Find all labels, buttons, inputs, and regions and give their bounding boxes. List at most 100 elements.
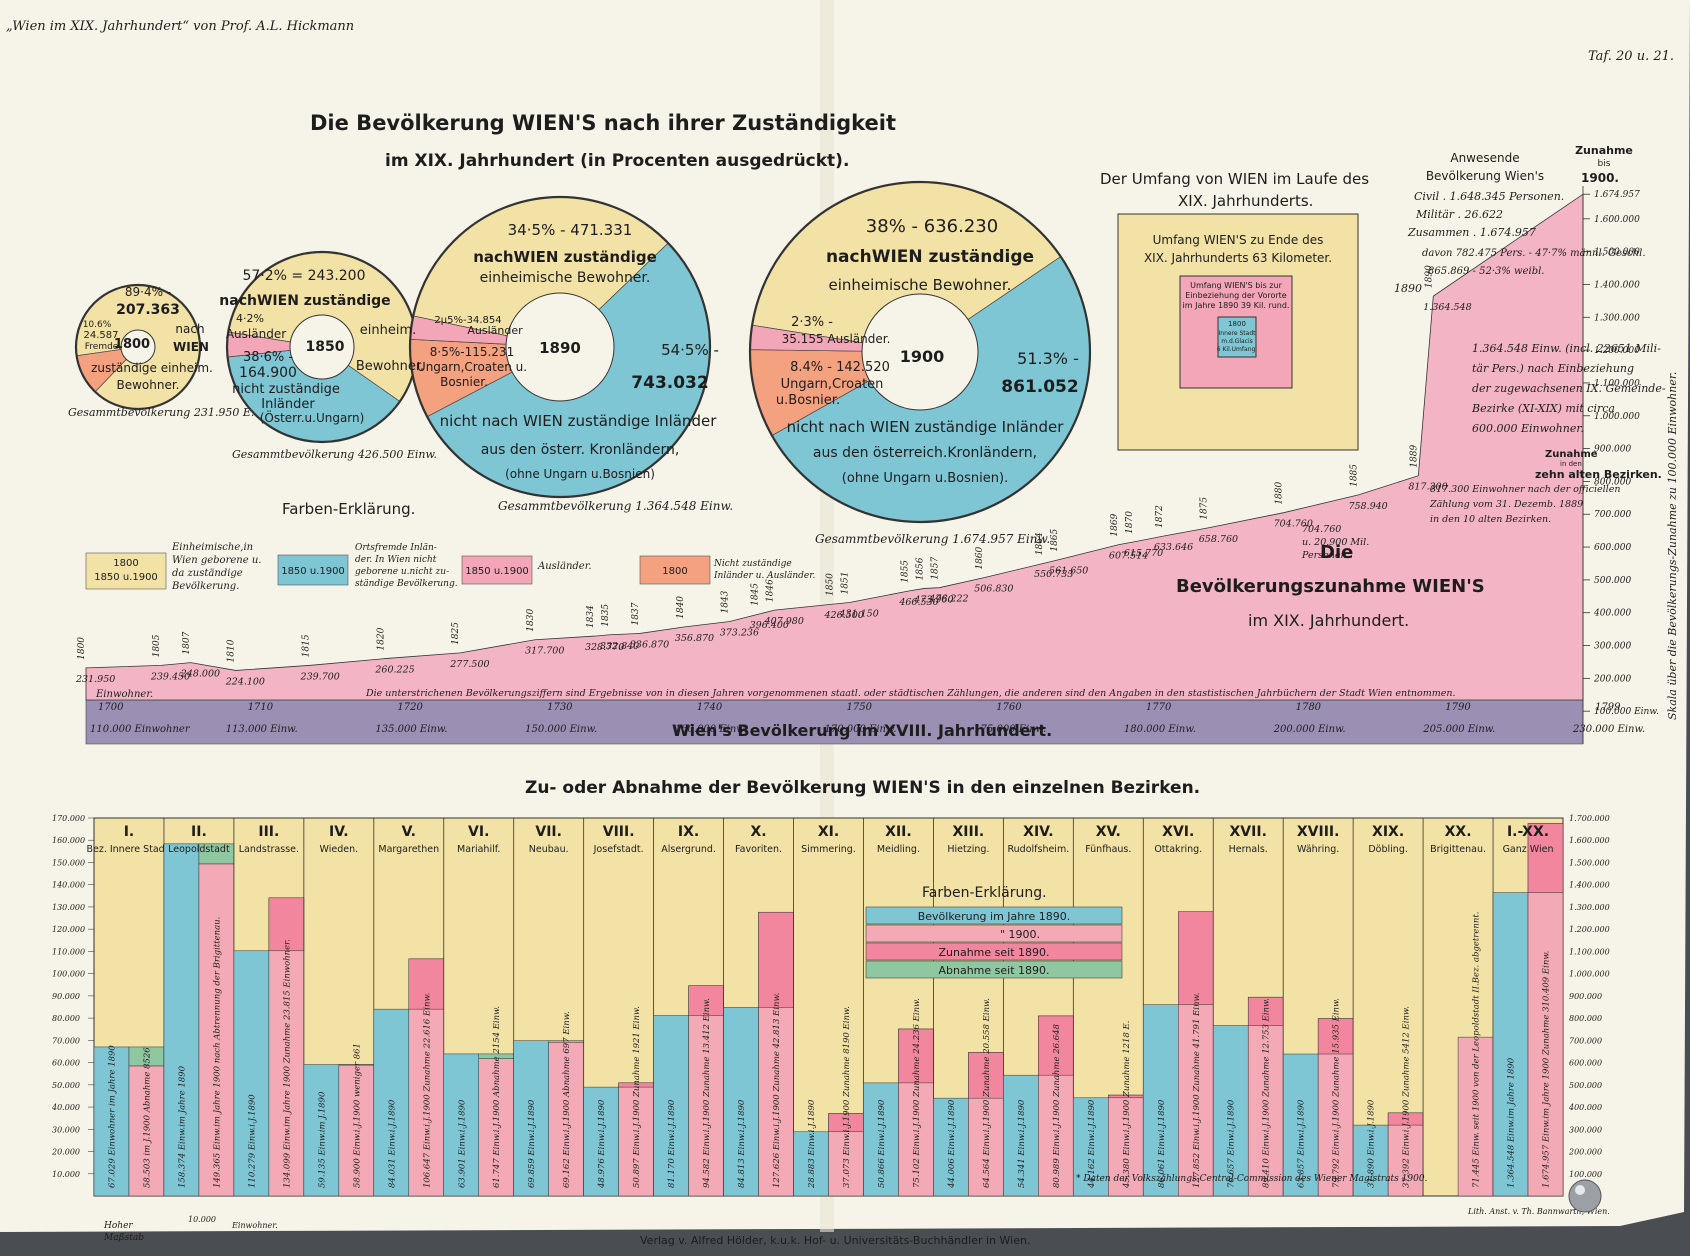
legend-swatch-auslaender bbox=[461, 555, 533, 585]
district-name: Alsergrund. bbox=[661, 844, 716, 855]
bar-right-tick: 1.700.000 bbox=[1569, 814, 1610, 823]
district-name: Josefstadt. bbox=[593, 844, 644, 855]
legend-box-text: 1850 u.1900 bbox=[465, 566, 529, 577]
scale-tick-label: 800.000 bbox=[1594, 477, 1631, 487]
bar-left-tick: 80.000 bbox=[52, 1014, 80, 1023]
bar-1900 bbox=[1457, 1036, 1494, 1197]
century18-year: 1740 bbox=[697, 702, 723, 713]
pie-1800-label: zuständige einheim. bbox=[91, 361, 213, 375]
scale-tick-label: 100.000 Einw. bbox=[1594, 707, 1659, 717]
growth-year-label: 1840 bbox=[676, 596, 686, 619]
stats-row: Zusammen . 1.674.957 bbox=[1407, 226, 1536, 239]
century18-title: Wien's Bevölkerung im XVIII. Jahrhundert… bbox=[672, 721, 1052, 740]
district-1900-text: 89.410 Einw.i.J.1900 Zunahme 12.753 Einw… bbox=[1262, 998, 1272, 1188]
pushpin-highlight bbox=[1575, 1185, 1585, 1195]
pie-1850-label: Ausländer bbox=[226, 327, 286, 341]
growth-value-label: 407.980 bbox=[764, 616, 804, 627]
growth-year-label: 1880 bbox=[1275, 481, 1285, 504]
source-note: * Daten der Volkszählungs-Central-Commis… bbox=[1076, 1174, 1428, 1184]
bar-zunahme bbox=[1317, 1018, 1354, 1055]
growth-value-label: 231.950 bbox=[75, 674, 115, 685]
century18-value: 175.000 Einw. bbox=[974, 724, 1046, 735]
district-name: Meidling. bbox=[877, 844, 920, 855]
pie-1890-label: einheimische Bewohner. bbox=[480, 270, 651, 286]
century18-year: 1790 bbox=[1445, 702, 1471, 713]
district-1900-text: 50.897 Einw.i.J.1900 Zunahme 1921 Einw. bbox=[632, 1006, 642, 1188]
note-1889: in den 10 alten Bezirken. bbox=[1430, 514, 1551, 525]
district-1900-text: 127.626 Einw.i.J.1900 Zunahme 42.813 Ein… bbox=[772, 993, 782, 1188]
district-number: XII. bbox=[885, 824, 912, 840]
bar-right-tick: 400.000 bbox=[1568, 1103, 1602, 1112]
century18-value: 230.000 Einw. bbox=[1572, 724, 1645, 735]
district-1900-text: 45.380 Einw.i.J.1900 Zunahme 1218 E. bbox=[1122, 1021, 1132, 1189]
growth-value-label: 248.000 bbox=[180, 669, 220, 680]
pie-1850-label: Bewohner. bbox=[356, 359, 424, 374]
pie-hole bbox=[120, 329, 156, 365]
century18-year: 1720 bbox=[397, 702, 423, 713]
growth-year-label: 1865 bbox=[1050, 528, 1060, 551]
pie-1850-label: einheim. bbox=[360, 323, 417, 338]
bar-1890 bbox=[163, 843, 200, 1197]
stats-row: davon 782.475 Pers. - 47·7% männl. Gesch… bbox=[1422, 248, 1646, 259]
pie-1800-label: 89·4% - bbox=[125, 285, 171, 299]
extent-title-line2: XIX. Jahrhunderts. bbox=[1178, 192, 1313, 210]
growth-value-label: 615.770 bbox=[1124, 548, 1163, 559]
district-name: Währing. bbox=[1297, 844, 1339, 855]
bar-left-tick: 150.000 bbox=[52, 858, 85, 867]
growth-year-label: 1820 bbox=[376, 627, 386, 650]
pie-hole bbox=[861, 293, 979, 411]
pie-1890-label: aus den österr. Kronländern, bbox=[481, 442, 680, 458]
pie-chart-1900 bbox=[748, 180, 1092, 524]
century18-value: 113.000 Einw. bbox=[226, 724, 298, 735]
growth-year-label: 1860 bbox=[975, 546, 985, 569]
pie-1850-year: 1850 bbox=[306, 339, 345, 355]
district-1890-text: 84.031 Einw.i.J.1890 bbox=[387, 1099, 397, 1188]
pie-1900-labels: 1900 38% - 636.230 nachWIEN zuständige e… bbox=[776, 216, 1079, 546]
district-1900-text: 127.852 Einw.i.J.1900 Zunahme 41.791 Ein… bbox=[1192, 993, 1202, 1188]
pie-1900-label: (ohne Ungarn u.Bosnien). bbox=[842, 471, 1008, 486]
bottom-legend-swatch-zunahme bbox=[865, 942, 1123, 961]
pie-1800-label: Bewohner. bbox=[116, 378, 179, 392]
legend-text: der. In Wien nicht bbox=[355, 555, 437, 565]
extent-outer-text: XIX. Jahrhunderts 63 Kilometer. bbox=[1144, 251, 1332, 265]
district-1890-text: 86.061 Einw.i.J.1890 bbox=[1157, 1099, 1167, 1188]
pie-1800-label: 24.587 bbox=[84, 330, 119, 341]
scale-tick-label: 1.100.000 bbox=[1594, 379, 1640, 389]
pie-1890-label: 54·5% - bbox=[661, 341, 719, 359]
district-1890-text: 158.374 Einw.im Jahre 1890 bbox=[177, 1065, 187, 1188]
bar-zunahme bbox=[1247, 996, 1284, 1026]
bar-1890 bbox=[443, 1053, 479, 1197]
district-number: VIII. bbox=[603, 824, 635, 840]
growth-year-label: 1870 bbox=[1125, 511, 1135, 534]
scale-tick-label: 1.674.957 bbox=[1594, 190, 1640, 200]
pie-1900-label: u.Bosnier. bbox=[776, 393, 840, 408]
bar-left-tick: 140.000 bbox=[52, 881, 85, 890]
growth-year-label: 1872 bbox=[1155, 505, 1165, 528]
pie-1850-label: 57·2% = 243.200 bbox=[243, 268, 366, 284]
district-1900-text: 149.365 Einw.im Jahre 1900 nach Abtrennu… bbox=[212, 917, 222, 1188]
growth-value-label: 466.530 bbox=[898, 597, 938, 608]
bar-1900 bbox=[1108, 1094, 1144, 1197]
growth-value-label: 356.870 bbox=[675, 633, 714, 644]
growth-area bbox=[85, 193, 1584, 701]
district-1890-text: 110.279 Einw.i.J.1890 bbox=[247, 1094, 257, 1188]
pie-1850-label: (Österr.u.Ungarn) bbox=[260, 409, 365, 425]
stats-row: Militär . 26.622 bbox=[1415, 208, 1503, 221]
note-1889: Zählung vom 31. Dezemb. 1889 bbox=[1429, 499, 1583, 510]
top-legend-title: Farben-Erklärung. bbox=[282, 500, 415, 518]
extent-square-1800 bbox=[1217, 316, 1257, 358]
bar-1900 bbox=[688, 985, 724, 1197]
century18-year: 1799 bbox=[1595, 702, 1621, 713]
district-number: III. bbox=[258, 824, 279, 840]
bar-1890 bbox=[93, 1046, 130, 1197]
century18-year: 1730 bbox=[547, 702, 573, 713]
pie-hole bbox=[505, 292, 615, 402]
district-name: Döbling. bbox=[1368, 844, 1408, 855]
pie-1890-year: 1890 bbox=[539, 339, 581, 357]
growth-year-label: 1869 bbox=[1110, 513, 1120, 536]
scale-tick-label: 1.500.000 bbox=[1594, 248, 1640, 258]
bar-left-tick: 30.000 bbox=[52, 1125, 80, 1134]
bottom-legend-swatch-abnahme bbox=[865, 960, 1123, 979]
growth-value-label: 373.236 bbox=[720, 627, 759, 638]
bar-right-tick: 1.500.000 bbox=[1569, 858, 1610, 867]
